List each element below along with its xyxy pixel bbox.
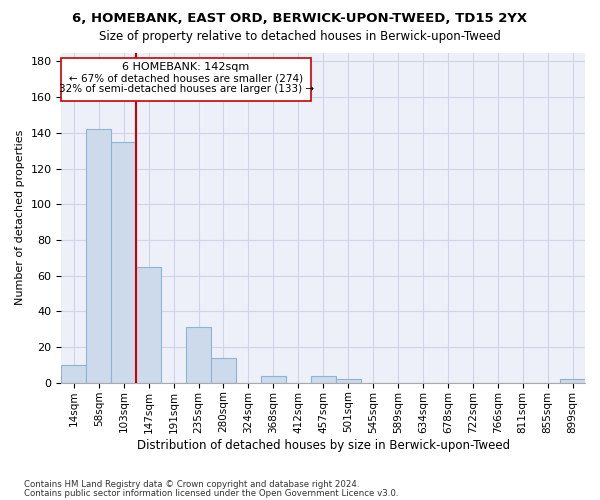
Bar <box>61 365 86 383</box>
Text: Contains public sector information licensed under the Open Government Licence v3: Contains public sector information licen… <box>24 489 398 498</box>
Text: ← 67% of detached houses are smaller (274): ← 67% of detached houses are smaller (27… <box>69 73 303 83</box>
Bar <box>136 266 161 383</box>
Bar <box>211 358 236 383</box>
Bar <box>186 328 211 383</box>
FancyBboxPatch shape <box>61 58 311 100</box>
X-axis label: Distribution of detached houses by size in Berwick-upon-Tweed: Distribution of detached houses by size … <box>137 440 510 452</box>
Bar <box>335 379 361 383</box>
Bar <box>311 376 335 383</box>
Bar <box>111 142 136 383</box>
Text: 6, HOMEBANK, EAST ORD, BERWICK-UPON-TWEED, TD15 2YX: 6, HOMEBANK, EAST ORD, BERWICK-UPON-TWEE… <box>73 12 527 26</box>
Text: Contains HM Land Registry data © Crown copyright and database right 2024.: Contains HM Land Registry data © Crown c… <box>24 480 359 489</box>
Bar <box>86 130 111 383</box>
Bar <box>261 376 286 383</box>
Bar <box>560 379 585 383</box>
Text: 32% of semi-detached houses are larger (133) →: 32% of semi-detached houses are larger (… <box>59 84 314 94</box>
Text: Size of property relative to detached houses in Berwick-upon-Tweed: Size of property relative to detached ho… <box>99 30 501 43</box>
Text: 6 HOMEBANK: 142sqm: 6 HOMEBANK: 142sqm <box>122 62 250 72</box>
Y-axis label: Number of detached properties: Number of detached properties <box>15 130 25 306</box>
